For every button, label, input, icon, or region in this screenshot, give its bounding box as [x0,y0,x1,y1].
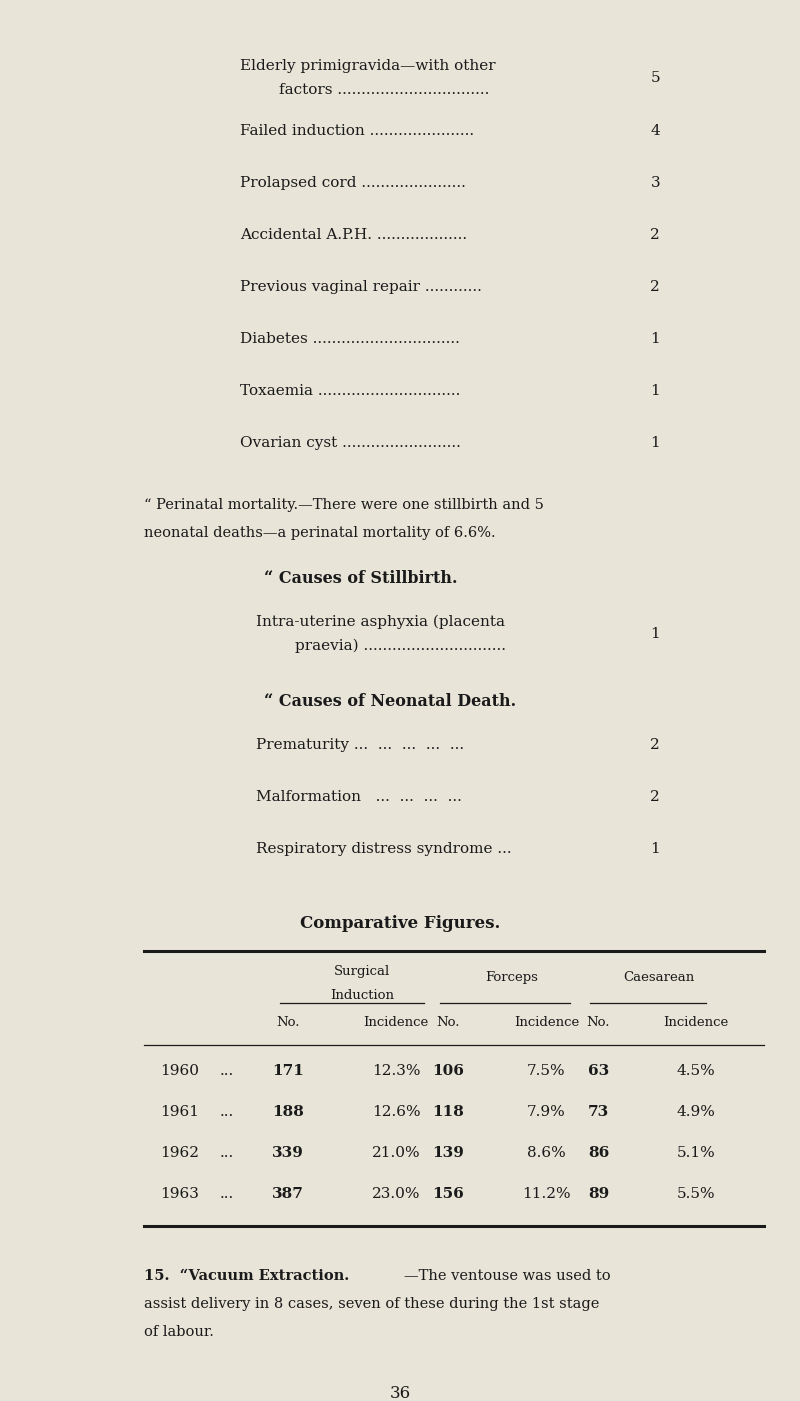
Text: No.: No. [276,1016,300,1028]
Text: 11.2%: 11.2% [522,1187,570,1201]
Text: 8.6%: 8.6% [527,1146,566,1160]
Text: 1961: 1961 [160,1104,199,1118]
Text: 1960: 1960 [160,1063,199,1077]
Text: Accidental A.P.H. ...................: Accidental A.P.H. ................... [240,228,467,242]
Text: “ Perinatal mortality.—There were one stillbirth and 5: “ Perinatal mortality.—There were one st… [144,499,544,513]
Text: 86: 86 [588,1146,609,1160]
Text: 5.1%: 5.1% [677,1146,715,1160]
Text: 4.9%: 4.9% [677,1104,715,1118]
Text: 1: 1 [650,384,660,398]
Text: 73: 73 [588,1104,609,1118]
Text: Malformation   ...  ...  ...  ...: Malformation ... ... ... ... [256,790,462,804]
Text: 5: 5 [650,71,660,85]
Text: 23.0%: 23.0% [372,1187,420,1201]
Text: “ Causes of Stillbirth.: “ Causes of Stillbirth. [264,570,458,587]
Text: 5.5%: 5.5% [677,1187,715,1201]
Text: 1: 1 [650,842,660,856]
Text: 89: 89 [588,1187,609,1201]
Text: Prolapsed cord ......................: Prolapsed cord ...................... [240,177,466,191]
Text: Respiratory distress syndrome ...: Respiratory distress syndrome ... [256,842,512,856]
Text: No.: No. [586,1016,610,1028]
Text: 1963: 1963 [160,1187,199,1201]
Text: Ovarian cyst .........................: Ovarian cyst ......................... [240,436,461,450]
Text: 2: 2 [650,280,660,294]
Text: “ Causes of Neonatal Death.: “ Causes of Neonatal Death. [264,693,516,710]
Text: ...: ... [220,1063,234,1077]
Text: —The ventouse was used to: —The ventouse was used to [404,1269,610,1283]
Text: 1962: 1962 [160,1146,199,1160]
Text: 171: 171 [272,1063,304,1077]
Text: 4: 4 [650,125,660,139]
Text: 12.3%: 12.3% [372,1063,420,1077]
Text: 1: 1 [650,436,660,450]
Text: Prematurity ...  ...  ...  ...  ...: Prematurity ... ... ... ... ... [256,738,464,752]
Text: Incidence: Incidence [363,1016,429,1028]
Text: 1: 1 [650,626,660,640]
Text: Failed induction ......................: Failed induction ...................... [240,125,474,139]
Text: Caesarean: Caesarean [623,971,695,984]
Text: 3: 3 [650,177,660,191]
Text: Elderly primigravida—with other: Elderly primigravida—with other [240,59,496,73]
Text: 118: 118 [432,1104,464,1118]
Text: ...: ... [220,1146,234,1160]
Text: 12.6%: 12.6% [372,1104,420,1118]
Text: Toxaemia ..............................: Toxaemia .............................. [240,384,460,398]
Text: Induction: Induction [330,989,394,1002]
Text: Intra-uterine asphyxia (placenta: Intra-uterine asphyxia (placenta [256,615,505,629]
Text: of labour.: of labour. [144,1325,214,1339]
Text: 139: 139 [432,1146,464,1160]
Text: 15.  “Vacuum Extraction.: 15. “Vacuum Extraction. [144,1269,350,1283]
Text: 63: 63 [588,1063,609,1077]
Text: 4.5%: 4.5% [677,1063,715,1077]
Text: 188: 188 [272,1104,304,1118]
Text: 7.9%: 7.9% [527,1104,566,1118]
Text: 7.5%: 7.5% [527,1063,566,1077]
Text: 387: 387 [272,1187,304,1201]
Text: 1: 1 [650,332,660,346]
Text: 156: 156 [432,1187,464,1201]
Text: Previous vaginal repair ............: Previous vaginal repair ............ [240,280,482,294]
Text: ...: ... [220,1187,234,1201]
Text: No.: No. [436,1016,460,1028]
Text: assist delivery in 8 cases, seven of these during the 1st stage: assist delivery in 8 cases, seven of the… [144,1297,599,1311]
Text: 339: 339 [272,1146,304,1160]
Text: 106: 106 [432,1063,464,1077]
Text: praevia) ..............................: praevia) .............................. [256,639,506,653]
Text: Comparative Figures.: Comparative Figures. [300,915,500,933]
Text: Diabetes ...............................: Diabetes ............................... [240,332,460,346]
Text: 2: 2 [650,228,660,242]
Text: ...: ... [220,1104,234,1118]
Text: 21.0%: 21.0% [372,1146,420,1160]
Text: 2: 2 [650,790,660,804]
Text: 36: 36 [390,1384,410,1401]
Text: neonatal deaths—a perinatal mortality of 6.6%.: neonatal deaths—a perinatal mortality of… [144,527,496,541]
Text: Incidence: Incidence [663,1016,729,1028]
Text: 2: 2 [650,738,660,752]
Text: factors ................................: factors ................................ [240,83,490,97]
Text: Forceps: Forceps [485,971,538,984]
Text: Surgical: Surgical [334,965,390,978]
Text: Incidence: Incidence [514,1016,579,1028]
